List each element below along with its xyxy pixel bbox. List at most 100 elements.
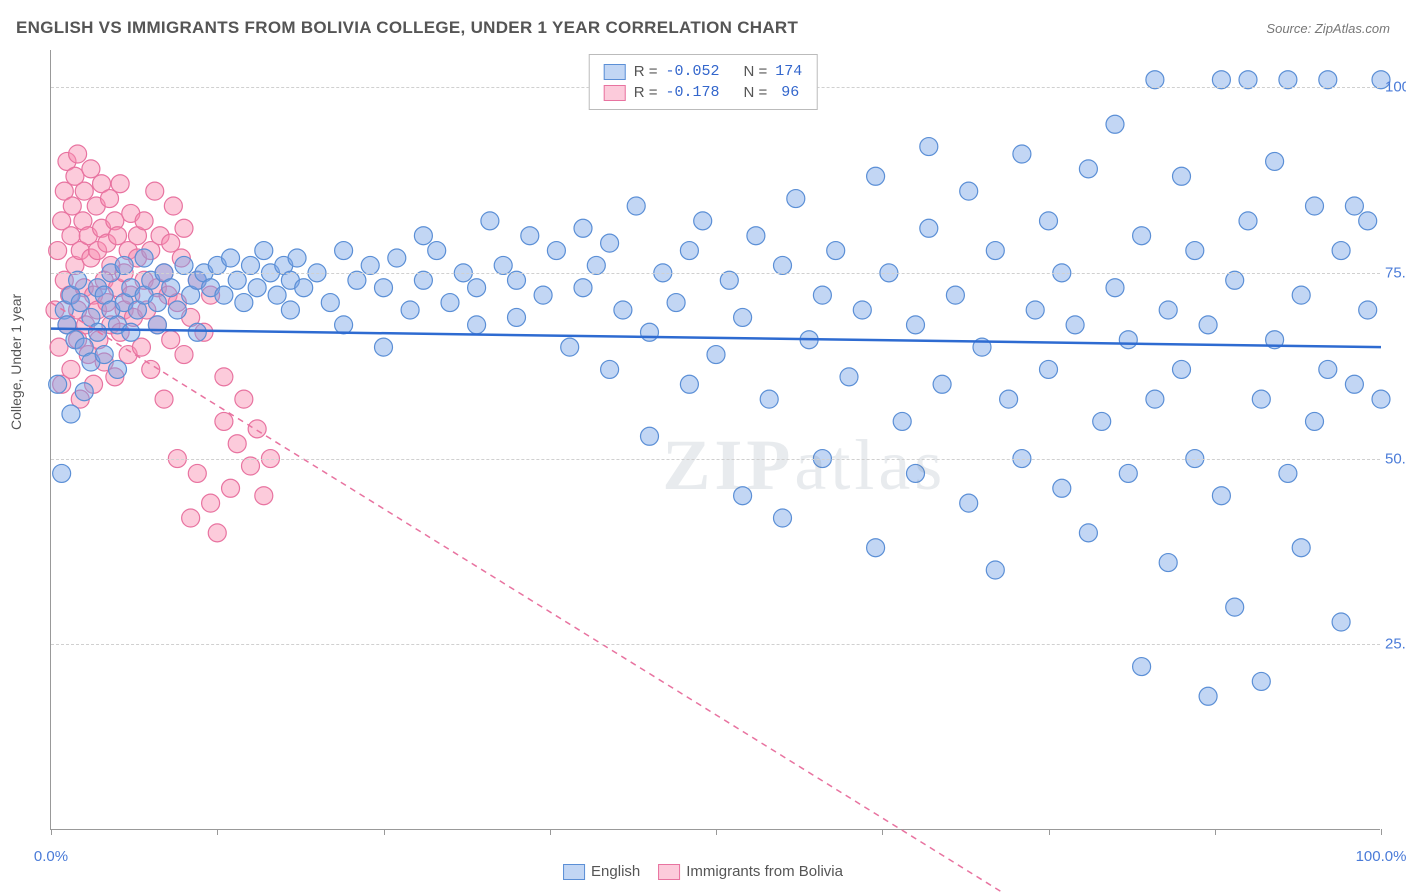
data-point xyxy=(521,227,539,245)
data-point xyxy=(1106,115,1124,133)
trend-line xyxy=(51,303,1381,892)
data-point xyxy=(561,338,579,356)
y-tick-label: 75.0% xyxy=(1385,264,1406,281)
r-value-bolivia: -0.178 xyxy=(665,84,719,101)
data-point xyxy=(787,190,805,208)
data-point xyxy=(734,308,752,326)
data-point xyxy=(1345,197,1363,215)
data-point xyxy=(508,308,526,326)
data-point xyxy=(747,227,765,245)
data-point xyxy=(907,316,925,334)
data-point xyxy=(827,242,845,260)
data-point xyxy=(1212,487,1230,505)
x-tick xyxy=(716,829,717,835)
data-point xyxy=(614,301,632,319)
data-point xyxy=(62,360,80,378)
gridline xyxy=(51,273,1380,274)
data-point xyxy=(1239,71,1257,89)
data-point xyxy=(208,524,226,542)
data-point xyxy=(1345,375,1363,393)
legend-label-english: English xyxy=(591,863,640,880)
data-point xyxy=(547,242,565,260)
data-point xyxy=(228,271,246,289)
data-point xyxy=(813,286,831,304)
data-point xyxy=(215,368,233,386)
x-tick xyxy=(217,829,218,835)
data-point xyxy=(242,457,260,475)
data-point xyxy=(1252,390,1270,408)
data-point xyxy=(53,464,71,482)
data-point xyxy=(255,487,273,505)
data-point xyxy=(774,509,792,527)
data-point xyxy=(627,197,645,215)
trend-line xyxy=(51,329,1381,348)
data-point xyxy=(162,279,180,297)
swatch-english xyxy=(604,64,626,80)
data-point xyxy=(388,249,406,267)
data-point xyxy=(375,279,393,297)
data-point xyxy=(441,294,459,312)
data-point xyxy=(288,249,306,267)
data-point xyxy=(960,494,978,512)
data-point xyxy=(235,294,253,312)
data-point xyxy=(1279,464,1297,482)
data-point xyxy=(1159,554,1177,572)
legend-row-bolivia: R = -0.178 N = 96 xyxy=(604,82,803,103)
data-point xyxy=(75,383,93,401)
data-point xyxy=(680,242,698,260)
data-point xyxy=(468,279,486,297)
data-point xyxy=(760,390,778,408)
data-point xyxy=(1226,271,1244,289)
data-point xyxy=(601,360,619,378)
data-point xyxy=(135,249,153,267)
data-point xyxy=(1013,145,1031,163)
source-name: ZipAtlas.com xyxy=(1315,21,1390,36)
legend-label-bolivia: Immigrants from Bolivia xyxy=(686,863,843,880)
plot-area: ZIPatlas 25.0%50.0%75.0%100.0%0.0%100.0% xyxy=(50,50,1380,830)
data-point xyxy=(95,346,113,364)
data-point xyxy=(853,301,871,319)
data-point xyxy=(1199,687,1217,705)
x-tick-label: 0.0% xyxy=(34,848,68,865)
data-point xyxy=(1292,539,1310,557)
data-point xyxy=(1306,197,1324,215)
correlation-legend: R = -0.052 N = 174 R = -0.178 N = 96 xyxy=(589,54,818,110)
data-point xyxy=(111,175,129,193)
data-point xyxy=(414,271,432,289)
data-point xyxy=(1212,71,1230,89)
data-point xyxy=(1159,301,1177,319)
data-point xyxy=(1226,598,1244,616)
data-point xyxy=(49,375,67,393)
chart-title: ENGLISH VS IMMIGRANTS FROM BOLIVIA COLLE… xyxy=(16,18,798,38)
data-point xyxy=(162,331,180,349)
legend-item-bolivia: Immigrants from Bolivia xyxy=(658,863,843,880)
gridline xyxy=(51,459,1380,460)
data-point xyxy=(222,479,240,497)
data-point xyxy=(1319,360,1337,378)
data-point xyxy=(281,301,299,319)
swatch-bolivia xyxy=(658,864,680,880)
y-tick-label: 50.0% xyxy=(1385,450,1406,467)
data-point xyxy=(215,412,233,430)
n-value-english: 174 xyxy=(775,63,802,80)
data-point xyxy=(720,271,738,289)
data-point xyxy=(109,360,127,378)
data-point xyxy=(1332,242,1350,260)
data-point xyxy=(168,301,186,319)
data-point xyxy=(155,390,173,408)
data-point xyxy=(1199,316,1217,334)
data-point xyxy=(135,212,153,230)
data-point xyxy=(986,561,1004,579)
data-point xyxy=(1359,301,1377,319)
n-label: N = xyxy=(744,63,768,80)
gridline xyxy=(51,644,1380,645)
x-tick xyxy=(550,829,551,835)
x-tick xyxy=(1215,829,1216,835)
data-point xyxy=(920,138,938,156)
data-point xyxy=(774,256,792,274)
title-bar: ENGLISH VS IMMIGRANTS FROM BOLIVIA COLLE… xyxy=(16,18,1390,38)
x-tick xyxy=(1049,829,1050,835)
data-point xyxy=(694,212,712,230)
data-point xyxy=(587,256,605,274)
data-point xyxy=(481,212,499,230)
